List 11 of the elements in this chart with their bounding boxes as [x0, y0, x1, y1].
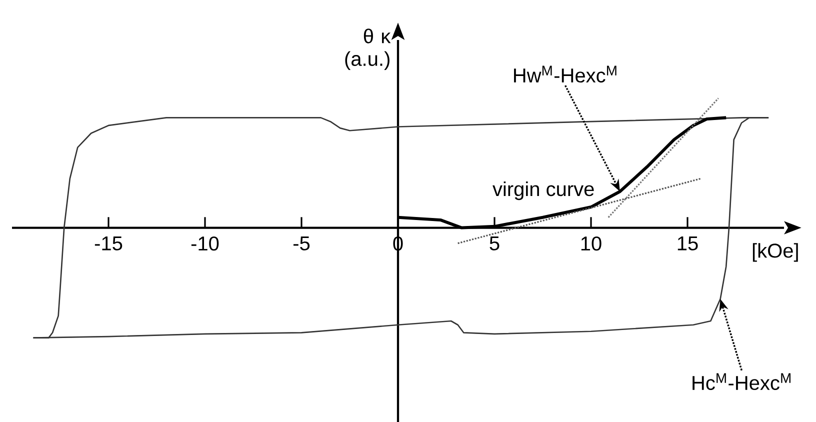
x-tick-label: 5 [490, 236, 500, 250]
annotation: Hc$^{M}$-Hexc$^{M}$ [692, 373, 790, 390]
annotation: Hw$^{M}$-Hexc$^{M}$ [514, 66, 616, 83]
x-tick-label: 10 [581, 236, 602, 251]
y-axis-title: θ κ (a.u.) [345, 28, 391, 70]
x-tick-label: -10 [191, 236, 219, 251]
x-tick-label: -15 [94, 236, 122, 250]
legend-label: virgin curve [492, 181, 594, 200]
x-tick-label: -5 [293, 236, 310, 250]
x-axis-title: [kOe] [752, 243, 798, 262]
x-tick-label: 15 [678, 236, 698, 250]
